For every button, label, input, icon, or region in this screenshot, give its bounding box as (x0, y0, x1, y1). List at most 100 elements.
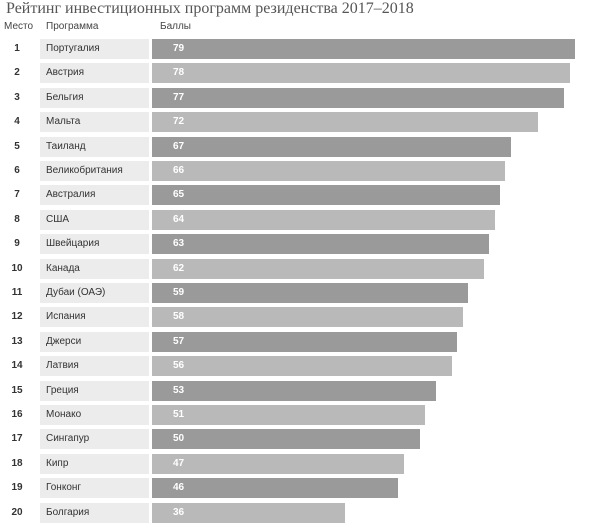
rank-label: 19 (11, 482, 23, 494)
rank-label: 11 (11, 287, 23, 298)
rank-label: 8 (14, 213, 20, 225)
value-label: 78 (173, 67, 185, 79)
table-row: 15 Греция 53 (0, 380, 591, 401)
rank-label: 5 (14, 140, 20, 152)
table-row: 18 Кипр 47 (0, 453, 591, 474)
bar (152, 161, 506, 181)
value-label: 72 (173, 116, 185, 128)
bar (152, 405, 426, 425)
rank-header: Место (4, 21, 34, 32)
value-label: 67 (173, 140, 185, 152)
value-label: 65 (173, 189, 185, 201)
value-label: 79 (173, 43, 185, 54)
category-label: Австрия (40, 63, 149, 84)
category-label: Швейцария (40, 234, 149, 255)
bar (152, 380, 436, 401)
table-row: 17 Сингапур 50 (0, 429, 591, 450)
bar (152, 453, 404, 474)
category-label: Греция (40, 380, 149, 401)
table-row: 14 Латвия 56 (0, 356, 591, 377)
rank-label: 6 (14, 165, 20, 176)
category-label: Австралия (40, 185, 149, 206)
score-header: Баллы (160, 21, 191, 32)
table-row: 19 Гонконг 46 (0, 478, 591, 499)
value-label: 77 (173, 91, 185, 103)
category-label: Таиланд (40, 136, 149, 157)
bar (152, 63, 570, 84)
program-header: Программа (46, 21, 99, 32)
value-label: 51 (173, 409, 185, 420)
rank-label: 1 (14, 43, 20, 54)
table-row: 3 Бельгия 77 (0, 87, 591, 108)
rank-label: 13 (11, 335, 23, 347)
bar (152, 87, 565, 108)
value-label: 47 (173, 457, 185, 469)
category-label: Монако (40, 405, 149, 425)
category-label: Великобритания (40, 161, 149, 181)
rank-label: 3 (14, 91, 20, 103)
rank-label: 12 (11, 311, 23, 323)
table-row: 5 Таиланд 67 (0, 136, 591, 157)
category-label: Кипр (40, 453, 149, 474)
bar (152, 429, 420, 450)
bar (152, 502, 345, 523)
bar (152, 136, 511, 157)
rank-label: 4 (14, 116, 20, 128)
table-row: 9 Швейцария 63 (0, 234, 591, 255)
table-row: 11 Дубаи (ОАЭ) 59 (0, 283, 591, 303)
value-label: 46 (173, 482, 185, 494)
category-label: Португалия (40, 39, 149, 59)
table-row: 4 Мальта 72 (0, 112, 591, 133)
bar (152, 258, 484, 279)
table-row: 1 Португалия 79 (0, 39, 591, 59)
table-row: 12 Испания 58 (0, 307, 591, 328)
category-label: Латвия (40, 356, 149, 377)
bar (152, 307, 463, 328)
value-label: 36 (173, 506, 185, 518)
table-row: 13 Джерси 57 (0, 331, 591, 352)
category-label: Сингапур (40, 429, 149, 450)
rank-label: 10 (11, 262, 23, 274)
value-label: 59 (173, 287, 185, 298)
bar (152, 478, 399, 499)
rank-label: 17 (11, 433, 23, 445)
bar (152, 234, 490, 255)
chart-title: Рейтинг инвестиционных программ резиденс… (6, 0, 414, 17)
rank-label: 14 (11, 360, 23, 372)
table-row: 20 Болгария 36 (0, 502, 591, 523)
bar (152, 331, 458, 352)
table-row: 2 Австрия 78 (0, 63, 591, 84)
bar (152, 185, 501, 206)
table-row: 10 Канада 62 (0, 258, 591, 279)
table-row: 8 США 64 (0, 209, 591, 230)
rank-label: 20 (11, 506, 23, 518)
value-label: 58 (173, 311, 185, 323)
value-label: 63 (173, 238, 185, 250)
value-label: 62 (173, 262, 185, 274)
table-row: 7 Австралия 65 (0, 185, 591, 206)
category-label: США (40, 209, 149, 230)
table-row: 6 Великобритания 66 (0, 161, 591, 181)
bar (152, 112, 538, 133)
bar (152, 209, 495, 230)
rank-label: 15 (11, 384, 23, 396)
category-label: Болгария (40, 502, 149, 523)
value-label: 56 (173, 360, 185, 372)
bar (152, 283, 468, 303)
bar (152, 39, 575, 59)
category-label: Испания (40, 307, 149, 328)
value-label: 64 (173, 213, 185, 225)
category-label: Мальта (40, 112, 149, 133)
value-label: 50 (173, 433, 185, 445)
table-row: 16 Монако 51 (0, 405, 591, 425)
category-label: Дубаи (ОАЭ) (40, 283, 149, 303)
rank-label: 7 (14, 189, 20, 201)
rank-label: 18 (11, 457, 23, 469)
category-label: Бельгия (40, 87, 149, 108)
bar (152, 356, 452, 377)
category-label: Гонконг (40, 478, 149, 499)
rank-label: 9 (14, 238, 20, 250)
rank-label: 2 (14, 67, 20, 79)
rank-label: 16 (11, 409, 23, 420)
category-label: Джерси (40, 331, 149, 352)
